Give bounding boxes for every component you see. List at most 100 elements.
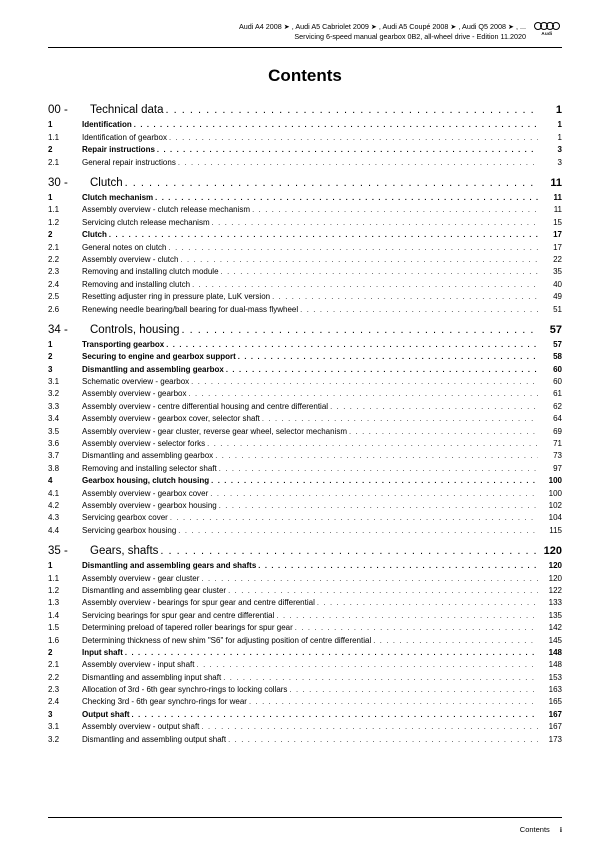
toc-entry-page: 17: [540, 242, 562, 254]
toc-entry-page: 1: [540, 132, 562, 144]
toc-entry: 3.3Assembly overview - centre differenti…: [48, 401, 562, 413]
toc-entry-title: Identification of gearbox: [82, 132, 167, 144]
toc-section: 34 - Controls, housing. . . . . . . . . …: [48, 324, 562, 537]
toc-entry-page: 167: [540, 721, 562, 733]
toc-entry-page: 71: [540, 438, 562, 450]
toc-entry-page: 3: [540, 144, 562, 156]
toc-dot-leader: . . . . . . . . . . . . . . . . . . . . …: [276, 610, 538, 622]
toc-entry: 2.3Allocation of 3rd - 6th gear synchro-…: [48, 684, 562, 696]
toc-dot-leader: . . . . . . . . . . . . . . . . . . . . …: [317, 597, 538, 609]
toc-entry: 1Transporting gearbox. . . . . . . . . .…: [48, 339, 562, 351]
toc-entry-number: 1.4: [48, 610, 82, 622]
toc-entry-number: 3.2: [48, 388, 82, 400]
toc-entry-page: 62: [540, 401, 562, 413]
toc-dot-leader: . . . . . . . . . . . . . . . . . . . . …: [166, 339, 538, 351]
toc-entry-title: Renewing needle bearing/ball bearing for…: [82, 304, 298, 316]
toc-entry-number: 3.5: [48, 426, 82, 438]
toc-entry-page: 11: [540, 192, 562, 204]
toc-entry-page: 97: [540, 463, 562, 475]
toc-entry-page: 165: [540, 696, 562, 708]
toc-dot-leader: . . . . . . . . . . . . . . . . . . . . …: [169, 242, 539, 254]
toc-entry-title: Assembly overview - clutch release mecha…: [82, 204, 250, 216]
toc-dot-leader: . . . . . . . . . . . . . . . . . . . . …: [166, 104, 538, 116]
toc-entry-page: 15: [540, 217, 562, 229]
toc-dot-leader: . . . . . . . . . . . . . . . . . . . . …: [201, 573, 538, 585]
toc-entry-page: 173: [540, 734, 562, 746]
toc-entry-title: Clutch mechanism: [82, 192, 153, 204]
toc-dot-leader: . . . . . . . . . . . . . . . . . . . . …: [262, 413, 538, 425]
toc-entry-title: Removing and installing clutch module: [82, 266, 219, 278]
toc-dot-leader: . . . . . . . . . . . . . . . . . . . . …: [155, 192, 538, 204]
toc-dot-leader: . . . . . . . . . . . . . . . . . . . . …: [258, 560, 538, 572]
toc-dot-leader: . . . . . . . . . . . . . . . . . . . . …: [182, 324, 539, 336]
toc-entry: 2.1General repair instructions. . . . . …: [48, 157, 562, 169]
toc-entry-title: Dismantling and assembling gears and sha…: [82, 560, 256, 572]
toc-section-head: 35 - Gears, shafts. . . . . . . . . . . …: [48, 545, 562, 557]
toc-entry: 2.2Dismantling and assembling input shaf…: [48, 672, 562, 684]
toc-dot-leader: . . . . . . . . . . . . . . . . . . . . …: [178, 525, 538, 537]
toc-entry-title: Schematic overview - gearbox: [82, 376, 189, 388]
toc-entry-page: 73: [540, 450, 562, 462]
toc-dot-leader: . . . . . . . . . . . . . . . . . . . . …: [219, 463, 538, 475]
toc-dot-leader: . . . . . . . . . . . . . . . . . . . . …: [228, 585, 538, 597]
toc-entry: 1.5Determining preload of tapered roller…: [48, 622, 562, 634]
toc-entry: 1.3Assembly overview - bearings for spur…: [48, 597, 562, 609]
toc-entry-title: Assembly overview - clutch: [82, 254, 178, 266]
toc-section-page: 120: [540, 545, 562, 557]
toc-entry-page: 167: [540, 709, 562, 721]
toc-entry-title: Assembly overview - gear cluster, revers…: [82, 426, 347, 438]
toc-entry: 2.6Renewing needle bearing/ball bearing …: [48, 304, 562, 316]
toc-entry-number: 4: [48, 475, 82, 487]
page-footer: Contents i: [520, 825, 562, 834]
toc-entry-page: 58: [540, 351, 562, 363]
toc-entry-page: 22: [540, 254, 562, 266]
toc-entry-number: 3.3: [48, 401, 82, 413]
toc-entry: 1.1Identification of gearbox. . . . . . …: [48, 132, 562, 144]
toc-entry-title: Dismantling and assembling gearbox: [82, 450, 213, 462]
toc-entry-title: Identification: [82, 119, 132, 131]
toc-entry-page: 135: [540, 610, 562, 622]
toc-entry-title: Output shaft: [82, 709, 130, 721]
toc-entry-title: Assembly overview - gearbox: [82, 388, 186, 400]
toc-entry-title: Dismantling and assembling gearbox: [82, 364, 224, 376]
toc-entry-title: Assembly overview - selector forks: [82, 438, 205, 450]
table-of-contents: 00 - Technical data. . . . . . . . . . .…: [48, 104, 562, 746]
toc-entry: 2.2Assembly overview - clutch. . . . . .…: [48, 254, 562, 266]
toc-entry: 3Output shaft. . . . . . . . . . . . . .…: [48, 709, 562, 721]
toc-section: 35 - Gears, shafts. . . . . . . . . . . …: [48, 545, 562, 746]
toc-entry: 1.1Assembly overview - clutch release me…: [48, 204, 562, 216]
toc-entry-number: 1.1: [48, 204, 82, 216]
toc-dot-leader: . . . . . . . . . . . . . . . . . . . . …: [207, 438, 538, 450]
toc-entry-page: 100: [540, 488, 562, 500]
toc-entry-number: 3.8: [48, 463, 82, 475]
toc-entry: 1Dismantling and assembling gears and sh…: [48, 560, 562, 572]
toc-entry: 4.3Servicing gearbox cover. . . . . . . …: [48, 512, 562, 524]
toc-entry-page: 120: [540, 573, 562, 585]
header-rule: [48, 47, 562, 48]
toc-entry: 2.4Checking 3rd - 6th gear synchro-rings…: [48, 696, 562, 708]
toc-entry-page: 148: [540, 659, 562, 671]
toc-entry-title: Securing to engine and gearbox support: [82, 351, 236, 363]
toc-entry-title: Determining thickness of new shim "S6" f…: [82, 635, 371, 647]
toc-entry: 3.1Assembly overview - output shaft. . .…: [48, 721, 562, 733]
toc-entry-title: Assembly overview - input shaft: [82, 659, 195, 671]
toc-dot-leader: . . . . . . . . . . . . . . . . . . . . …: [238, 351, 538, 363]
toc-entry-title: Allocation of 3rd - 6th gear synchro-rin…: [82, 684, 287, 696]
toc-entry-title: Clutch: [82, 229, 107, 241]
toc-dot-leader: . . . . . . . . . . . . . . . . . . . . …: [373, 635, 538, 647]
toc-dot-leader: . . . . . . . . . . . . . . . . . . . . …: [109, 229, 538, 241]
toc-entry-page: 60: [540, 376, 562, 388]
toc-entry-page: 153: [540, 672, 562, 684]
toc-entry: 3.1Schematic overview - gearbox. . . . .…: [48, 376, 562, 388]
toc-entry-number: 2: [48, 144, 82, 156]
toc-entry: 4.2Assembly overview - gearbox housing. …: [48, 500, 562, 512]
header-line2: Servicing 6-speed manual gearbox 0B2, al…: [239, 32, 526, 42]
toc-entry: 1.2Dismantling and assembling gear clust…: [48, 585, 562, 597]
toc-dot-leader: . . . . . . . . . . . . . . . . . . . . …: [157, 144, 538, 156]
toc-entry-number: 2.4: [48, 279, 82, 291]
toc-dot-leader: . . . . . . . . . . . . . . . . . . . . …: [134, 119, 538, 131]
toc-entry-title: Resetting adjuster ring in pressure plat…: [82, 291, 270, 303]
toc-section-number: 35 -: [48, 545, 90, 557]
toc-section-number: 34 -: [48, 324, 90, 336]
toc-dot-leader: . . . . . . . . . . . . . . . . . . . . …: [188, 388, 538, 400]
